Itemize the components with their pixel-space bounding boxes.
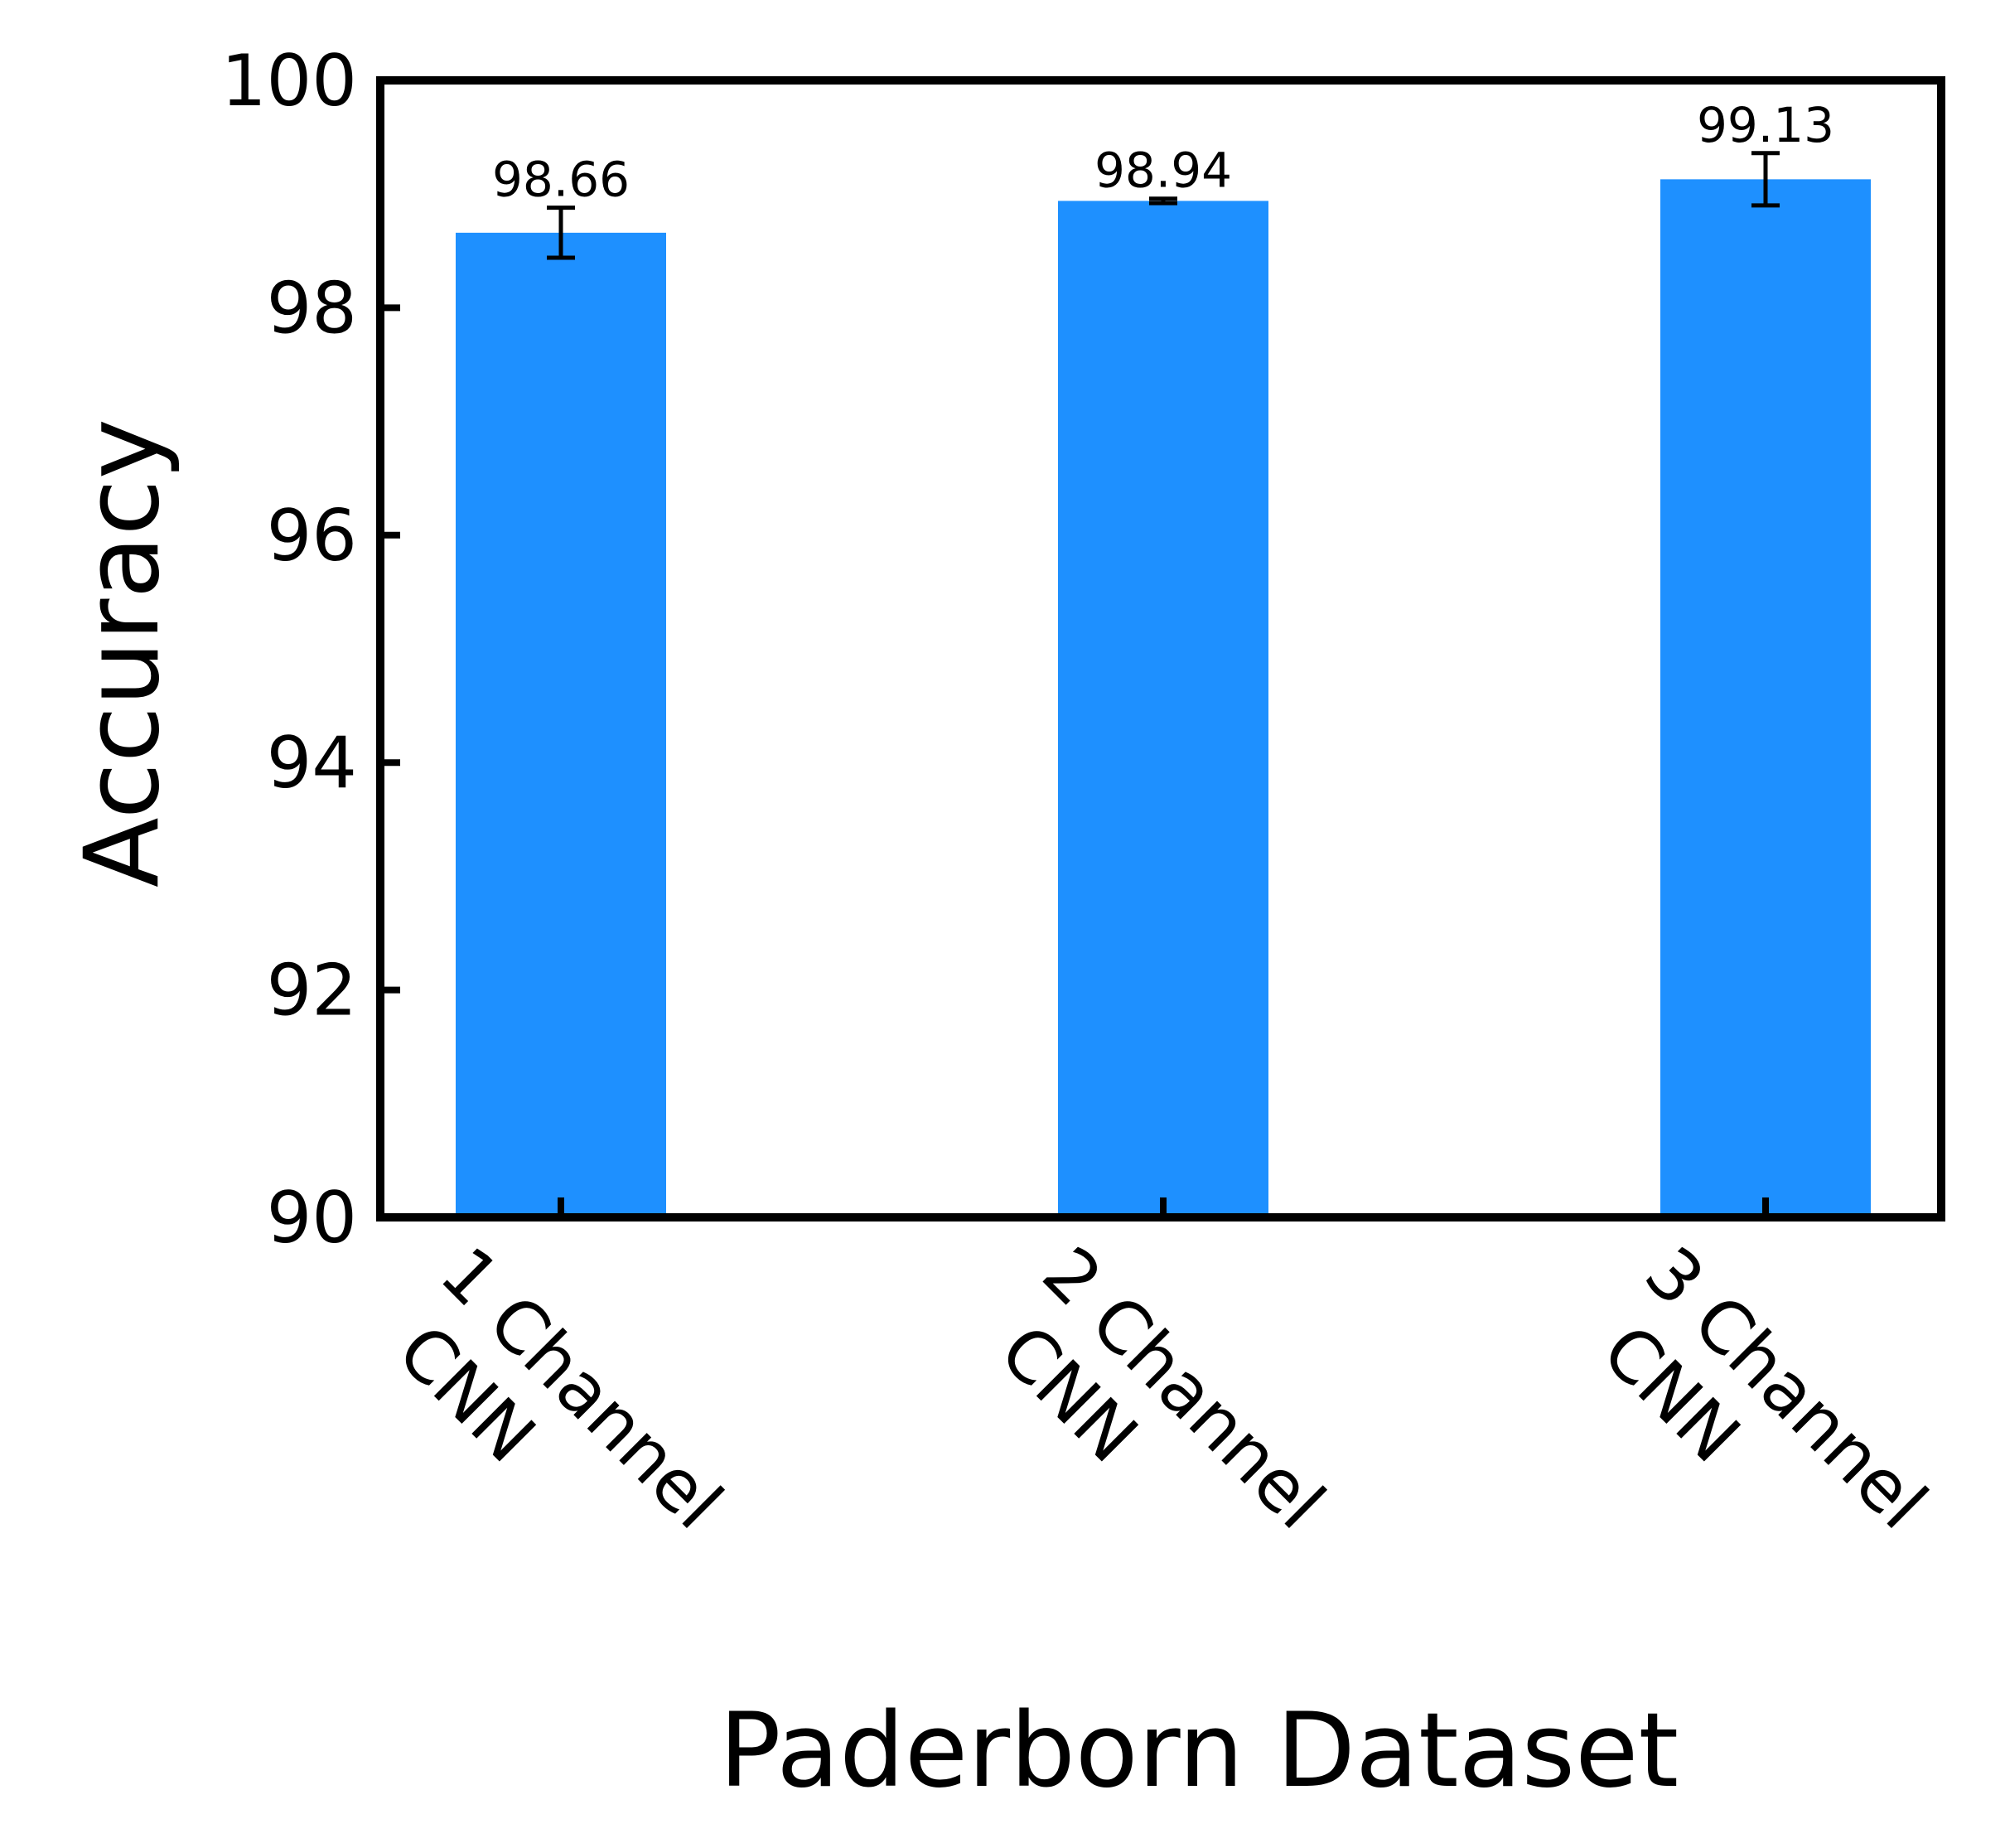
x-tick-label-1: 1 ChannelCNN [364,1231,737,1605]
bar-series [456,179,1871,1217]
error-bar-2 [1149,196,1177,206]
error-bar-series [547,151,1780,260]
bar-2 [1058,201,1268,1217]
x-axis-label: Paderborn Dataset [719,1691,1679,1811]
y-tick-label: 98 [267,267,357,350]
data-label-series: 98.66 98.94 99.13 [492,97,1834,208]
data-label-1: 98.66 [492,152,630,208]
data-label-2: 98.94 [1094,143,1232,199]
error-bar-3 [1751,151,1780,208]
y-tick-label: 100 [221,40,357,123]
data-label-3: 99.13 [1697,97,1834,153]
bar-1 [456,232,666,1217]
bar-3 [1660,179,1871,1217]
x-axis-ticks: 1 ChannelCNN 2 ChannelCNN 3 ChannelCNN [364,1197,1943,1605]
y-tick-label: 94 [267,722,357,805]
error-bar-1 [547,206,575,260]
x-tick-label-2: 2 ChannelCNN [966,1231,1340,1605]
y-axis-ticks: 90 92 94 96 98 100 [221,40,400,1260]
y-tick-label: 90 [267,1177,357,1260]
y-tick-label: 96 [267,495,357,578]
y-axis-label: Accuracy [63,418,182,888]
x-tick-label-3: 3 ChannelCNN [1568,1231,1942,1605]
y-tick-label: 92 [267,950,357,1033]
